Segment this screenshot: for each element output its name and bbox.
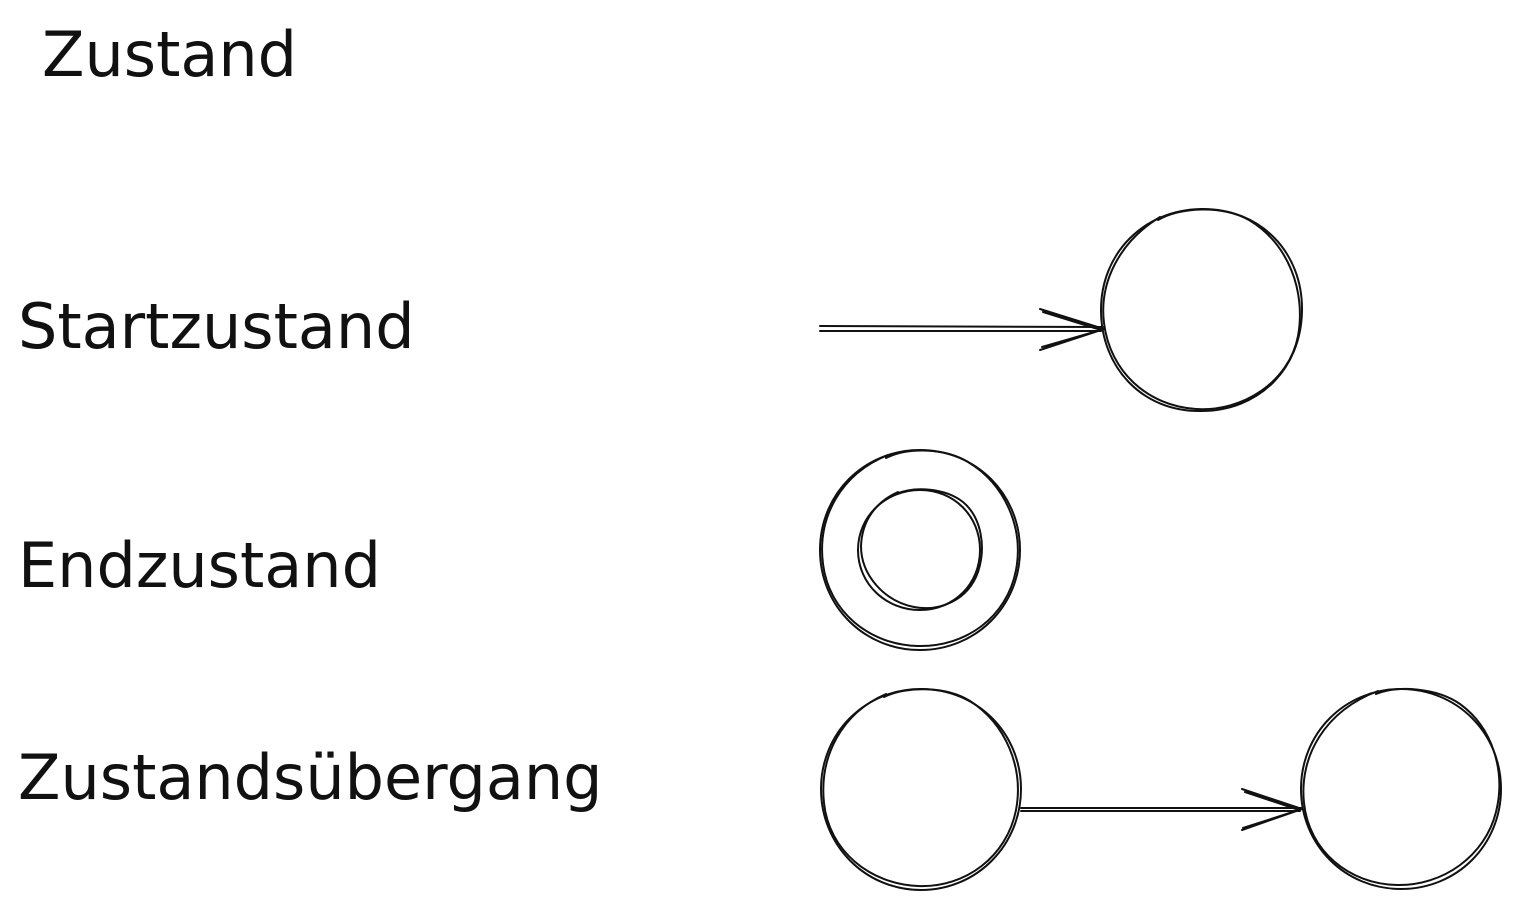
end-state-outer-circle xyxy=(819,449,1021,651)
transition-source-circle xyxy=(820,688,1022,891)
label-start-state: Startzustand xyxy=(18,290,415,363)
end-state-symbol xyxy=(819,449,1021,651)
label-end-state: Endzustand xyxy=(18,529,381,602)
start-state-circle xyxy=(1100,207,1304,413)
label-state: Zustand xyxy=(42,18,298,91)
transition-symbol xyxy=(820,688,1502,891)
transition-arrow-shaft xyxy=(1020,807,1303,812)
start-arrow-head xyxy=(1039,308,1105,351)
start-arrow-shaft xyxy=(819,325,1104,332)
start-state-symbol xyxy=(819,207,1304,413)
start-arrow xyxy=(819,308,1105,351)
transition-arrow-head xyxy=(1241,788,1303,831)
transition-target-circle xyxy=(1300,688,1502,890)
label-transition: Zustandsübergang xyxy=(18,741,603,814)
end-state-inner-circle xyxy=(857,488,983,611)
transition-arrow xyxy=(1020,788,1303,831)
